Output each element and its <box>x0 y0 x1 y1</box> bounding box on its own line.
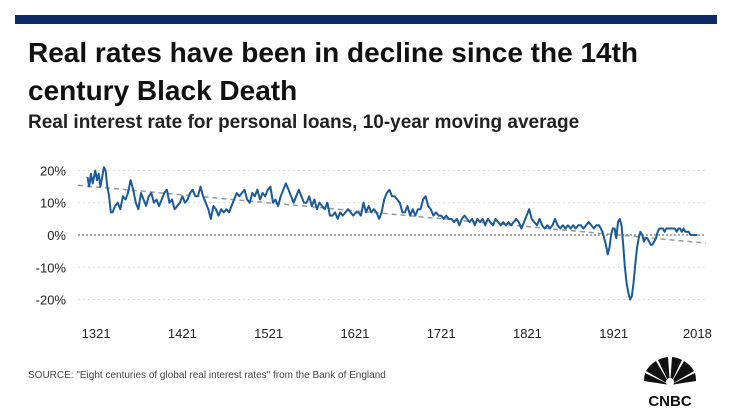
x-tick-label: 1821 <box>513 326 542 341</box>
y-tick-label: 10% <box>40 196 66 211</box>
trend-line <box>77 184 707 244</box>
y-axis-labels: 20% 10% 0% -10% -20% <box>36 163 67 307</box>
chart-subtitle: Real interest rate for personal loans, 1… <box>28 112 580 133</box>
peacock-icon <box>643 357 697 386</box>
chart-title: Real rates have been in decline since th… <box>28 37 639 106</box>
top-accent-bar <box>15 15 717 24</box>
y-tick-label: 0% <box>47 228 66 243</box>
x-tick-label: 1721 <box>427 326 456 341</box>
source-note: SOURCE: "Eight centuries of global real … <box>28 370 386 381</box>
x-tick-label: 1621 <box>340 326 369 341</box>
y-tick-label: 20% <box>40 163 66 178</box>
grid-lines <box>78 169 706 301</box>
cnbc-logo: CNBC <box>643 357 697 410</box>
x-tick-label: 1921 <box>599 326 628 341</box>
x-tick-label: 1321 <box>82 326 111 341</box>
series-line <box>86 166 698 301</box>
line-chart: 20% 10% 0% -10% -20% 1321 1421 1521 1621 1721 182… <box>36 163 712 341</box>
x-axis-labels: 1321 1421 1521 1621 1721 1821 1921 2018 <box>82 326 712 341</box>
x-tick-label: 2018 <box>683 326 712 341</box>
y-tick-label: -10% <box>36 260 67 275</box>
x-tick-label: 1421 <box>168 326 197 341</box>
y-tick-label: -20% <box>36 293 67 308</box>
x-tick-label: 1521 <box>254 326 283 341</box>
logo-text: CNBC <box>648 393 691 410</box>
